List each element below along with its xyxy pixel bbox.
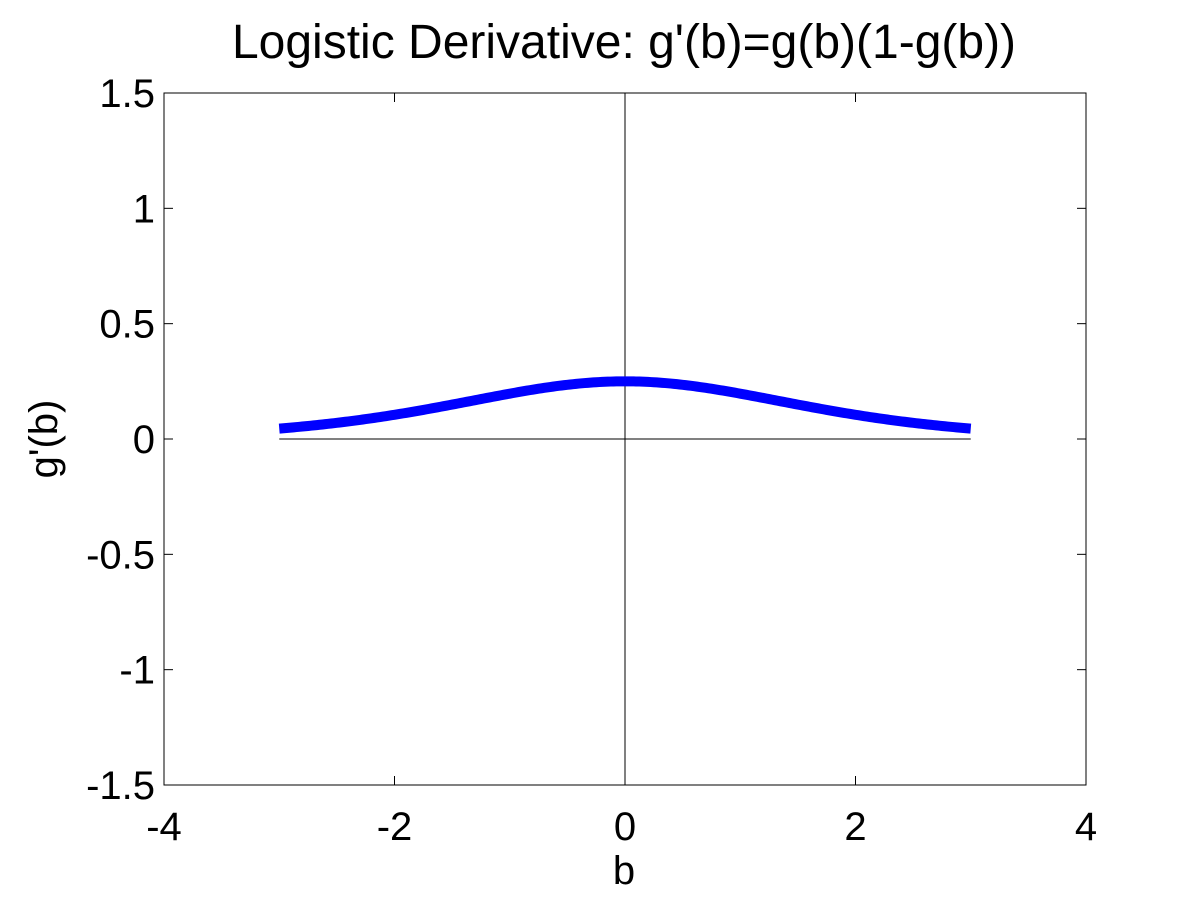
x-tick-label: 0 (614, 805, 636, 849)
chart-title: Logistic Derivative: g'(b)=g(b)(1-g(b)) (232, 16, 1016, 69)
reference-lines (279, 93, 971, 785)
x-tick-label: 2 (844, 805, 866, 849)
plot-area (163, 92, 1087, 786)
x-axis-tick-labels: -4 -2 0 2 4 (146, 805, 1097, 849)
series-line (277, 376, 973, 434)
y-tick-label: -1.5 (86, 764, 155, 808)
y-axis-tick-labels: -1.5 -1 -0.5 0 0.5 1 1.5 (86, 72, 155, 808)
x-tick-label: 4 (1075, 805, 1097, 849)
y-tick-label: 1 (133, 187, 155, 231)
y-tick-label: -1 (119, 649, 155, 693)
y-tick-label: 1.5 (99, 72, 155, 116)
x-axis-label: b (613, 849, 635, 893)
y-axis-label: g'(b) (22, 400, 66, 479)
axis-ticks (163, 92, 1087, 786)
x-tick-label: -2 (377, 805, 413, 849)
y-tick-label: 0.5 (99, 303, 155, 347)
series-layer (277, 376, 973, 434)
x-tick-label: -4 (146, 805, 182, 849)
y-tick-label: -0.5 (86, 533, 155, 577)
y-tick-label: 0 (133, 418, 155, 462)
